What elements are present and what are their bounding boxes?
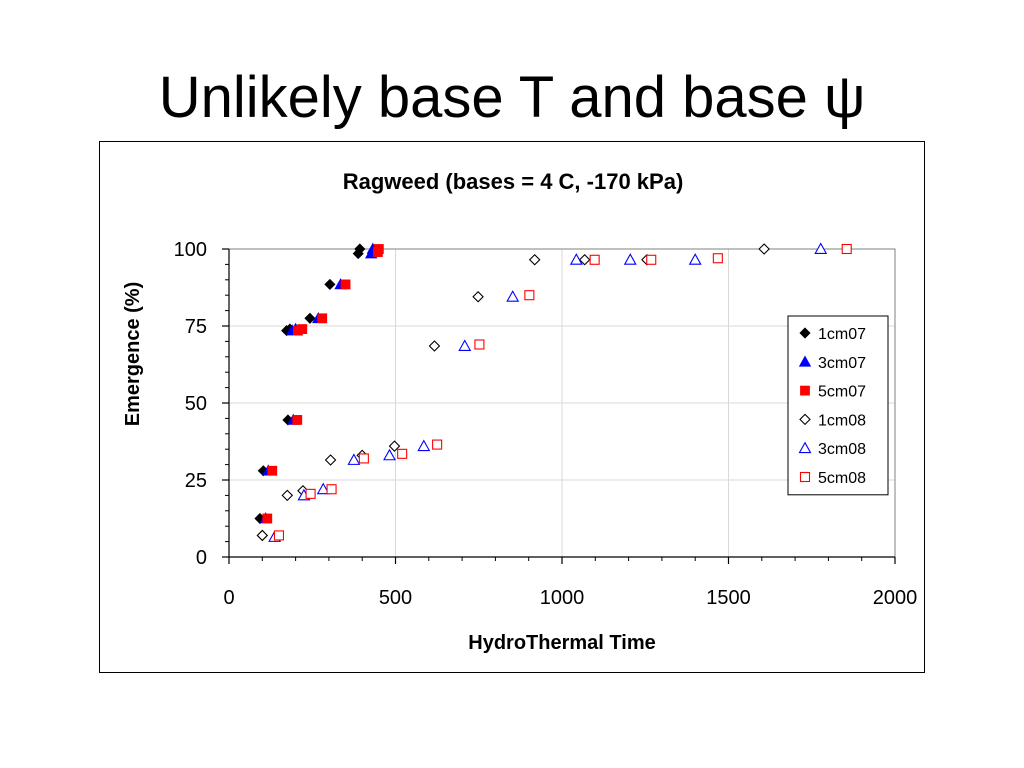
data-point-5cm08	[326, 484, 337, 495]
data-point-1cm08	[256, 529, 269, 542]
data-point-5cm07	[292, 415, 303, 425]
y-tick-label: 50	[185, 393, 207, 415]
data-point-5cm08	[305, 488, 316, 499]
data-point-1cm08	[388, 440, 401, 452]
data-points	[254, 242, 852, 542]
data-point-5cm07	[317, 313, 328, 324]
legend: 1cm07 3cm07 5cm07 1cm08 3cm08 5cm08	[787, 315, 889, 496]
data-point-3cm08	[569, 253, 583, 265]
data-point-1cm08	[281, 489, 294, 502]
scatter-chart: Ragweed (bases = 4 C, -170 kPa) 0 25 50 75 1…	[122, 169, 918, 654]
data-point-5cm08	[397, 448, 408, 459]
data-point-1cm08	[578, 254, 591, 266]
legend-label: 5cm08	[818, 470, 866, 487]
x-axis-label: HydroThermal Time	[468, 632, 655, 654]
chart-frame: Ragweed (bases = 4 C, -170 kPa) 0 25 50 75 1…	[99, 141, 925, 673]
data-point-5cm08	[589, 254, 600, 265]
x-tick-label: 1500	[706, 587, 751, 609]
legend-label: 3cm07	[818, 355, 866, 372]
data-point-5cm08	[474, 339, 485, 350]
data-point-3cm08	[347, 453, 361, 465]
data-point-1cm07	[304, 312, 316, 324]
data-point-5cm08	[712, 253, 723, 264]
y-axis-label: Emergence (%)	[122, 282, 144, 427]
data-point-3cm08	[417, 439, 431, 452]
y-tick-label: 0	[196, 547, 207, 569]
data-point-5cm08	[646, 254, 657, 265]
legend-box	[787, 315, 889, 496]
data-point-5cm07	[262, 513, 273, 524]
legend-marker-5cm07	[800, 385, 810, 396]
data-point-3cm08	[316, 482, 330, 495]
data-point-1cm08	[324, 454, 337, 466]
legend-marker-5cm08	[799, 471, 811, 483]
data-point-3cm08	[688, 253, 702, 265]
data-point-3cm08	[458, 339, 472, 351]
data-point-1cm07	[354, 243, 366, 255]
data-point-5cm07	[340, 279, 351, 290]
data-point-1cm08	[758, 243, 770, 255]
data-point-1cm08	[528, 254, 541, 266]
data-point-3cm08	[623, 253, 637, 265]
data-point-5cm07	[297, 324, 308, 334]
y-tick-label: 75	[185, 316, 207, 338]
legend-label: 1cm07	[818, 326, 866, 343]
data-point-3cm08	[383, 448, 396, 461]
x-tick-label: 500	[379, 587, 412, 609]
data-point-3cm08	[814, 242, 828, 254]
y-tick-label: 100	[174, 239, 207, 261]
legend-label: 3cm08	[818, 441, 866, 458]
data-point-5cm07	[373, 244, 384, 254]
legend-marker-1cm07	[799, 327, 811, 339]
x-tick-label: 1000	[540, 587, 585, 609]
legend-marker-3cm07	[798, 355, 812, 367]
data-point-3cm08	[506, 290, 520, 302]
data-point-1cm07	[324, 278, 336, 290]
data-point-1cm08	[472, 290, 484, 303]
x-tick-label: 0	[223, 587, 234, 609]
data-point-5cm08	[273, 530, 284, 541]
data-point-5cm08	[841, 243, 852, 255]
data-point-5cm08	[432, 439, 443, 450]
slide-title: Unlikely base T and base ψ	[158, 65, 866, 130]
chart-title: Ragweed (bases = 4 C, -170 kPa)	[343, 169, 684, 194]
legend-marker-1cm08	[799, 413, 811, 426]
legend-marker-3cm08	[798, 441, 812, 454]
data-point-5cm07	[267, 465, 278, 476]
legend-label: 5cm07	[818, 384, 866, 401]
x-tick-label: 2000	[873, 587, 918, 609]
data-point-5cm08	[524, 290, 535, 301]
legend-label: 1cm08	[818, 412, 866, 429]
y-tick-label: 25	[185, 470, 207, 492]
data-point-5cm08	[358, 453, 369, 464]
data-point-1cm08	[428, 340, 441, 352]
